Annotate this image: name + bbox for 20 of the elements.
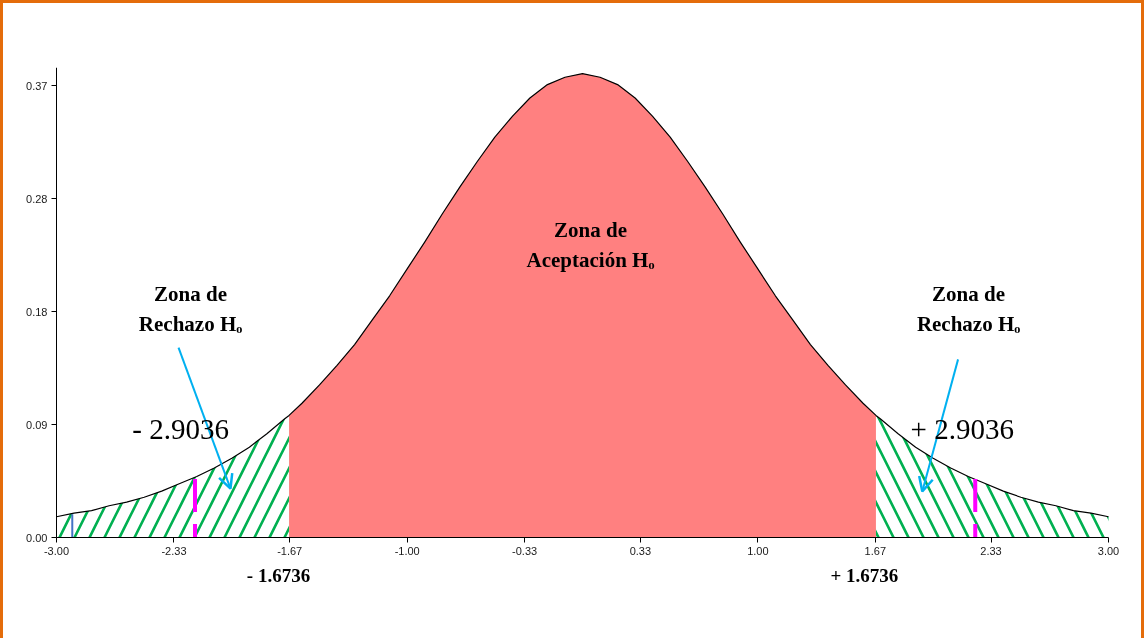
x-tick-label: -1.00 (394, 544, 420, 557)
y-tick-label: 0.28 (26, 192, 48, 205)
x-tick-label: 2.33 (980, 544, 1002, 557)
text: - 1.6736 (246, 565, 311, 587)
x-tick-label: 0.33 (629, 544, 652, 557)
x-tick-label: 1.67 (864, 544, 887, 557)
x-tick-label: -3.00 (43, 544, 70, 557)
annotation: Zona de Rechazo Hₒ (916, 282, 1021, 337)
x-tick-label: -0.33 (512, 544, 538, 557)
x-tick-label: -1.67 (277, 544, 303, 557)
text: + 1.6736 (830, 565, 899, 587)
x-tick-label: -2.33 (161, 544, 187, 557)
y-tick-label: 0.18 (26, 305, 48, 318)
annotation: Zona de Aceptación Hₒ (526, 218, 655, 273)
annotation: Zona de Rechazo Hₒ (138, 282, 243, 337)
x-tick-label: 3.00 (1097, 544, 1120, 557)
y-tick-label: 0.09 (26, 418, 48, 431)
y-tick-label: 0.00 (26, 531, 48, 544)
x-tick-label: 1.00 (747, 544, 769, 557)
y-tick-label: 0.37 (26, 79, 48, 92)
